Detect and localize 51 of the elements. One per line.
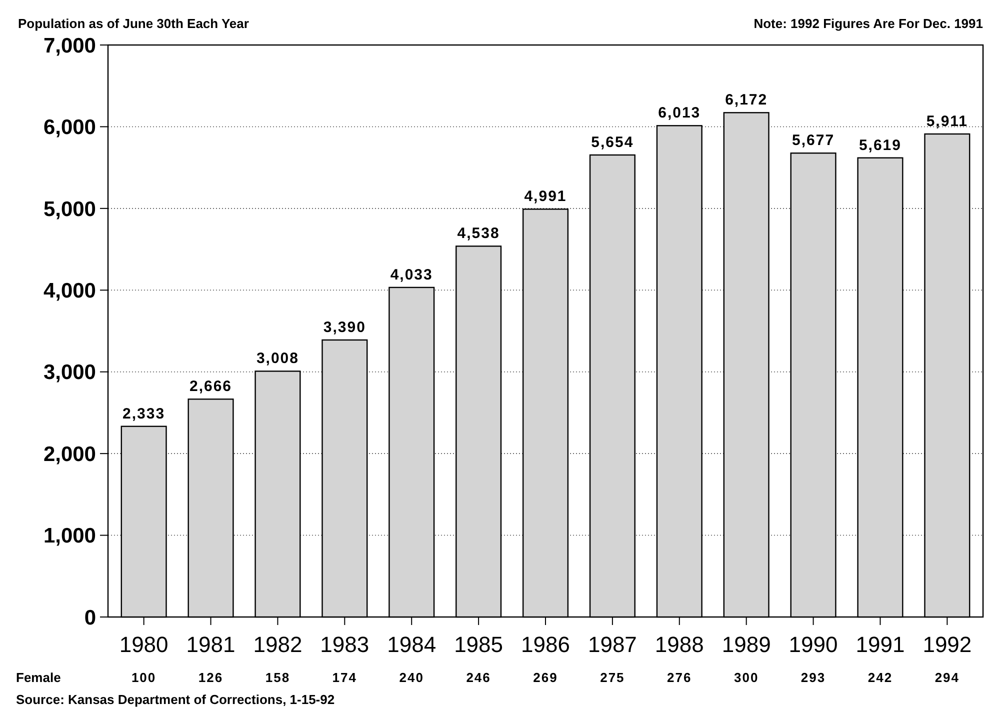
y-tick-label: 2,000 bbox=[43, 442, 96, 466]
data-label: 5,677 bbox=[792, 132, 835, 150]
text: 276 bbox=[667, 670, 692, 685]
text: 240 bbox=[399, 670, 424, 685]
data-label: 3,390 bbox=[323, 318, 366, 336]
x-tick-label: 1982 bbox=[253, 632, 302, 657]
text: 300 bbox=[734, 670, 759, 685]
x-tick-label: 1988 bbox=[654, 632, 704, 657]
text: 100 bbox=[131, 670, 156, 685]
data-label: 2,666 bbox=[189, 378, 232, 396]
text: Note: 1992 Figures Are For Dec. 1991 bbox=[754, 16, 983, 31]
text: Female bbox=[16, 670, 61, 685]
data-label: 5,619 bbox=[858, 136, 902, 154]
data-label: 5,654 bbox=[591, 134, 634, 151]
x-tick-label: 1986 bbox=[521, 632, 570, 657]
y-tick-label: 7,000 bbox=[43, 34, 96, 58]
y-tick-label: 6,000 bbox=[43, 116, 96, 140]
data-label: 6,013 bbox=[658, 104, 701, 122]
x-tick-label: 1991 bbox=[856, 632, 905, 657]
y-tick-label: 3,000 bbox=[43, 361, 96, 384]
x-tick-label: 1992 bbox=[922, 632, 972, 657]
data-label: 3,008 bbox=[256, 350, 299, 368]
y-tick-label: 4,000 bbox=[43, 279, 96, 302]
text: 242 bbox=[868, 670, 893, 685]
x-tick-label: 1983 bbox=[320, 632, 370, 657]
text: 174 bbox=[332, 670, 358, 685]
data-label: 4,538 bbox=[457, 225, 500, 242]
x-tick-label: 1989 bbox=[722, 632, 771, 657]
y-tick-label: 0 bbox=[84, 606, 96, 630]
chart-title: Population as of June 30th Each Year bbox=[18, 16, 249, 31]
y-tick-label: 1,000 bbox=[43, 524, 96, 548]
text: 293 bbox=[800, 670, 826, 685]
data-label: 2,333 bbox=[122, 405, 166, 422]
x-tick-label: 1987 bbox=[588, 632, 637, 657]
text: 294 bbox=[934, 670, 960, 685]
text: 246 bbox=[466, 670, 491, 685]
text: 158 bbox=[265, 670, 290, 685]
y-tick-label: 5,000 bbox=[43, 198, 96, 221]
data-label: 4,991 bbox=[524, 188, 567, 206]
text: 269 bbox=[533, 670, 558, 685]
x-tick-label: 1984 bbox=[387, 632, 436, 657]
text: 275 bbox=[600, 670, 625, 685]
source-note: Source: Kansas Department of Corrections, 1-15-92 bbox=[16, 692, 335, 707]
x-tick-label: 1990 bbox=[788, 632, 838, 657]
data-label: 6,172 bbox=[725, 92, 768, 109]
data-label: 4,033 bbox=[390, 266, 433, 284]
x-tick-label: 1980 bbox=[119, 632, 168, 657]
text: 126 bbox=[198, 670, 224, 685]
data-label: 5,911 bbox=[926, 112, 968, 130]
x-tick-label: 1981 bbox=[186, 632, 236, 657]
x-tick-label: 1985 bbox=[454, 632, 504, 657]
